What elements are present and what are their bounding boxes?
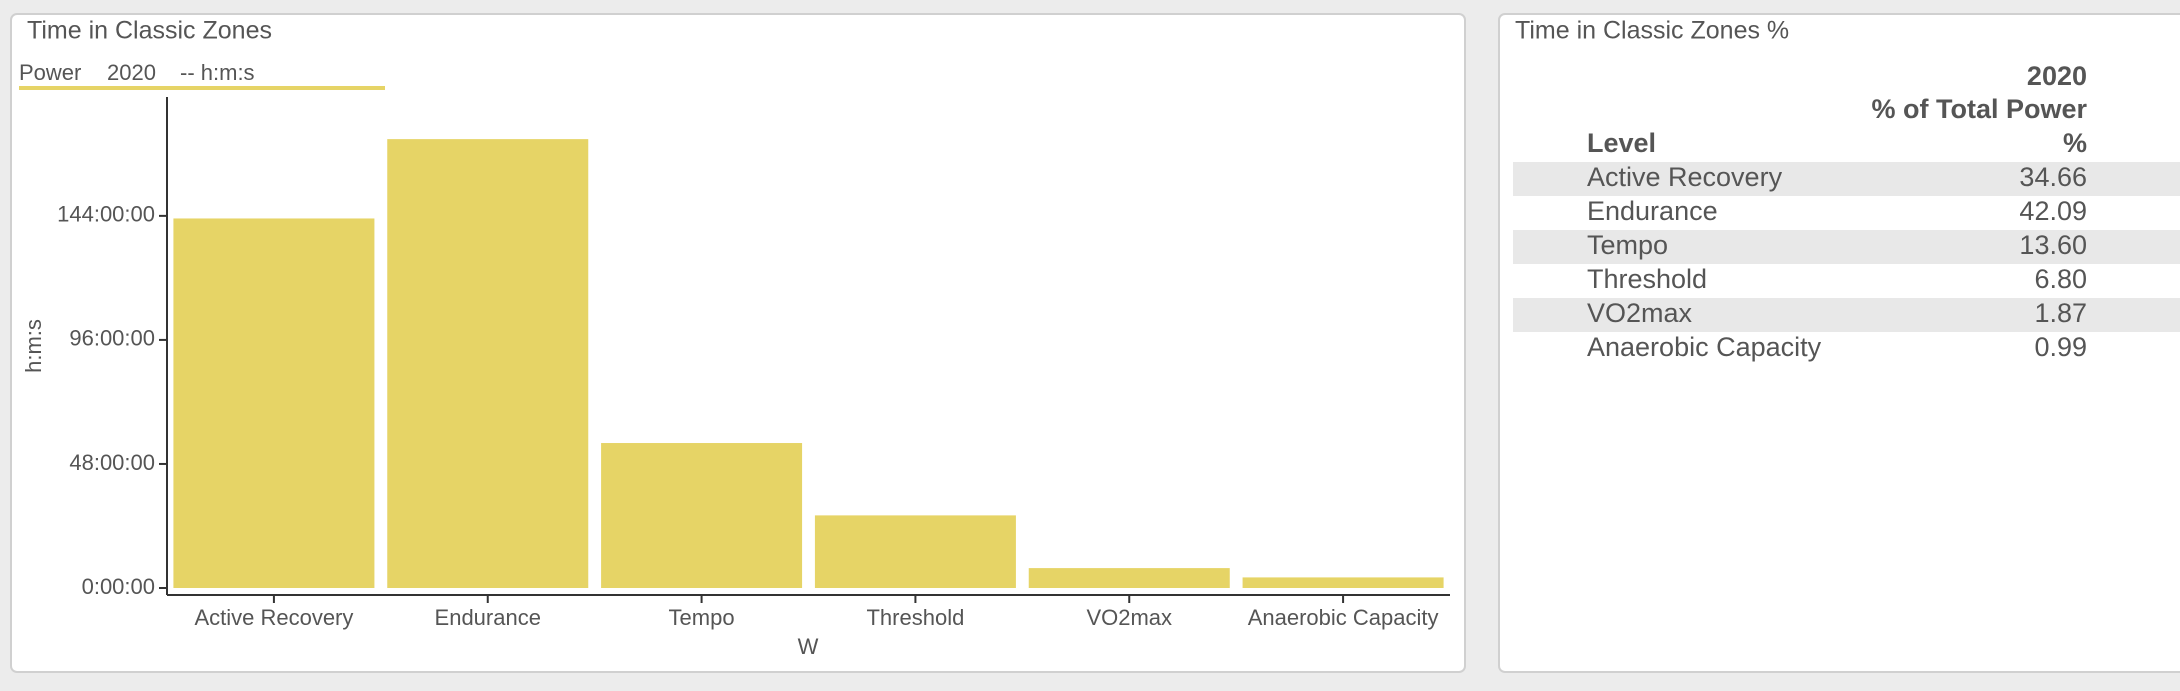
legend-label: Power (19, 60, 81, 85)
table-cell: Endurance (1587, 196, 1718, 226)
table-cell: VO2max (1587, 298, 1693, 328)
table-cell: 6.80 (2034, 264, 2087, 294)
table-cell: Tempo (1587, 230, 1668, 260)
y-tick-label: 96:00:00 (69, 326, 155, 351)
y-tick-label: 144:00:00 (57, 202, 155, 227)
row-stripe (1513, 162, 2180, 196)
bar (1242, 577, 1444, 588)
chart-panel (10, 13, 1466, 673)
bar (173, 218, 375, 589)
x-axis-label: W (798, 634, 819, 659)
bar (601, 443, 803, 588)
x-tick-label: Anaerobic Capacity (1248, 605, 1439, 630)
legend-period: 2020 (107, 60, 156, 85)
table-cell: 34.66 (2019, 162, 2087, 192)
bar (1028, 568, 1230, 588)
table-cell: 42.09 (2019, 196, 2087, 226)
legend-unit: -- h:m:s (180, 60, 255, 85)
table-header: % of Total Power (1871, 94, 2087, 124)
row-stripe (1513, 230, 2180, 264)
y-tick-label: 0:00:00 (82, 574, 155, 599)
bar (387, 139, 589, 589)
table-title: Time in Classic Zones % (1515, 17, 1789, 45)
x-tick-label: Tempo (669, 605, 735, 630)
table-header: 2020 (2027, 61, 2087, 91)
x-tick-label: Threshold (866, 605, 964, 630)
bar (814, 515, 1016, 588)
table-cell: Anaerobic Capacity (1587, 332, 1822, 362)
table-cell: 0.99 (2034, 332, 2087, 362)
table-cell: Active Recovery (1587, 162, 1783, 192)
table-header: % (2063, 128, 2087, 158)
chart-title: Time in Classic Zones (27, 17, 272, 45)
table-cell: Threshold (1587, 264, 1707, 294)
x-tick-label: VO2max (1086, 605, 1172, 630)
y-axis-label: h:m:s (21, 319, 46, 373)
x-tick-label: Endurance (435, 605, 541, 630)
x-tick-label: Active Recovery (194, 605, 353, 630)
table-header: Level (1587, 128, 1656, 158)
table-cell: 1.87 (2034, 298, 2087, 328)
y-tick-label: 48:00:00 (69, 450, 155, 475)
row-stripe (1513, 298, 2180, 332)
table-cell: 13.60 (2019, 230, 2087, 260)
